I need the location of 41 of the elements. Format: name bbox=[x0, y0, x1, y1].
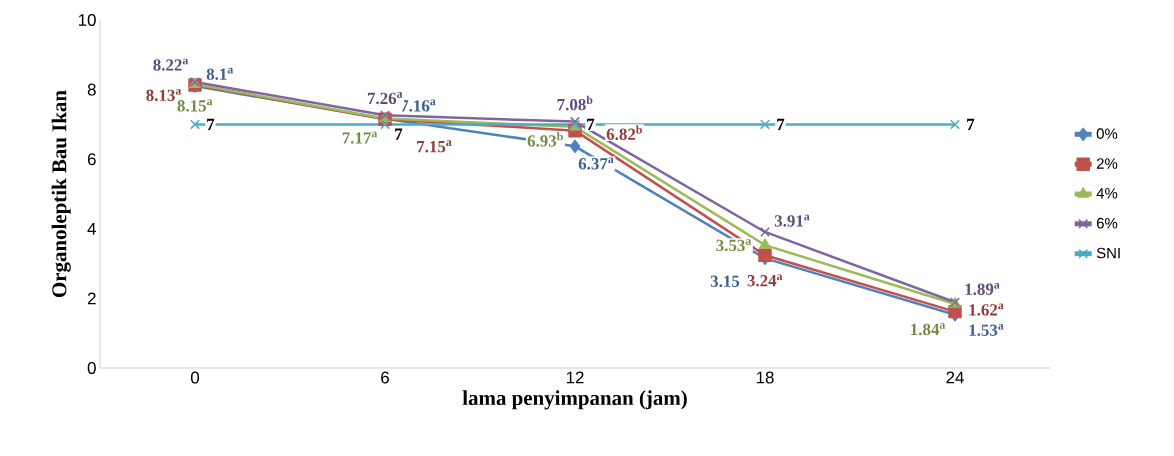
legend-label: 0% bbox=[1096, 128, 1118, 139]
data-label: 8.15$^{a}$ bbox=[177, 99, 213, 112]
data-label: 8.1$^{a}$ bbox=[206, 67, 234, 80]
data-label: 7 bbox=[395, 128, 403, 140]
y-tick-label: 2 bbox=[87, 292, 96, 305]
data-label: 1.84$^{a}$ bbox=[911, 323, 946, 336]
data-label: 7.17$^{a}$ bbox=[342, 131, 378, 144]
y-tick-label: 10 bbox=[78, 14, 96, 26]
data-label: 3.24$^{a}$ bbox=[747, 274, 783, 287]
x-tick-label: 6 bbox=[381, 371, 389, 384]
x-tick-label: 18 bbox=[756, 371, 774, 384]
data-label: 1.53$^{a}$ bbox=[969, 323, 1004, 336]
legend-label: SNI bbox=[1096, 247, 1120, 259]
data-label: 3.91$^{a}$ bbox=[774, 214, 810, 227]
data-label: 7 bbox=[777, 118, 785, 130]
legend-label: 2% bbox=[1096, 158, 1118, 169]
data-label: 6.82$^{b}$ bbox=[606, 125, 642, 141]
y-tick-label: 0 bbox=[87, 362, 96, 374]
data-label: 1.62$^{a}$ bbox=[969, 303, 1004, 316]
y-axis-title: Organoleptik Bau Ikan bbox=[51, 90, 71, 298]
data-label: 8.22$^{a}$ bbox=[153, 58, 189, 71]
x-tick-label: 12 bbox=[566, 371, 584, 384]
x-tick-label: 24 bbox=[946, 371, 964, 384]
data-label: 6.37$^{a}$ bbox=[578, 157, 614, 170]
y-tick-label: 4 bbox=[87, 222, 96, 235]
data-label: 6.93$^{b}$ bbox=[527, 132, 563, 147]
legend-label: 4% bbox=[1096, 188, 1118, 199]
data-label: 7 bbox=[207, 118, 215, 130]
x-axis-title: lama penyimpanan (jam) bbox=[462, 390, 687, 410]
data-label: 7 bbox=[587, 118, 595, 130]
data-label: 7.26$^{a}$ bbox=[367, 92, 403, 105]
data-label: 7.08$^{b}$ bbox=[557, 95, 593, 111]
data-label: 1.89$^{a}$ bbox=[965, 282, 1000, 296]
data-label: 3.53$^{a}$ bbox=[716, 239, 752, 252]
x-tick-label: 0 bbox=[190, 371, 200, 384]
data-label: 7 bbox=[967, 118, 975, 130]
y-tick-label: 6 bbox=[87, 153, 96, 166]
legend-label: 6% bbox=[1096, 217, 1118, 229]
data-label: 3.15 bbox=[710, 275, 740, 288]
y-tick-label: 8 bbox=[87, 83, 96, 96]
data-label: 7.15$^{a}$ bbox=[417, 140, 452, 153]
